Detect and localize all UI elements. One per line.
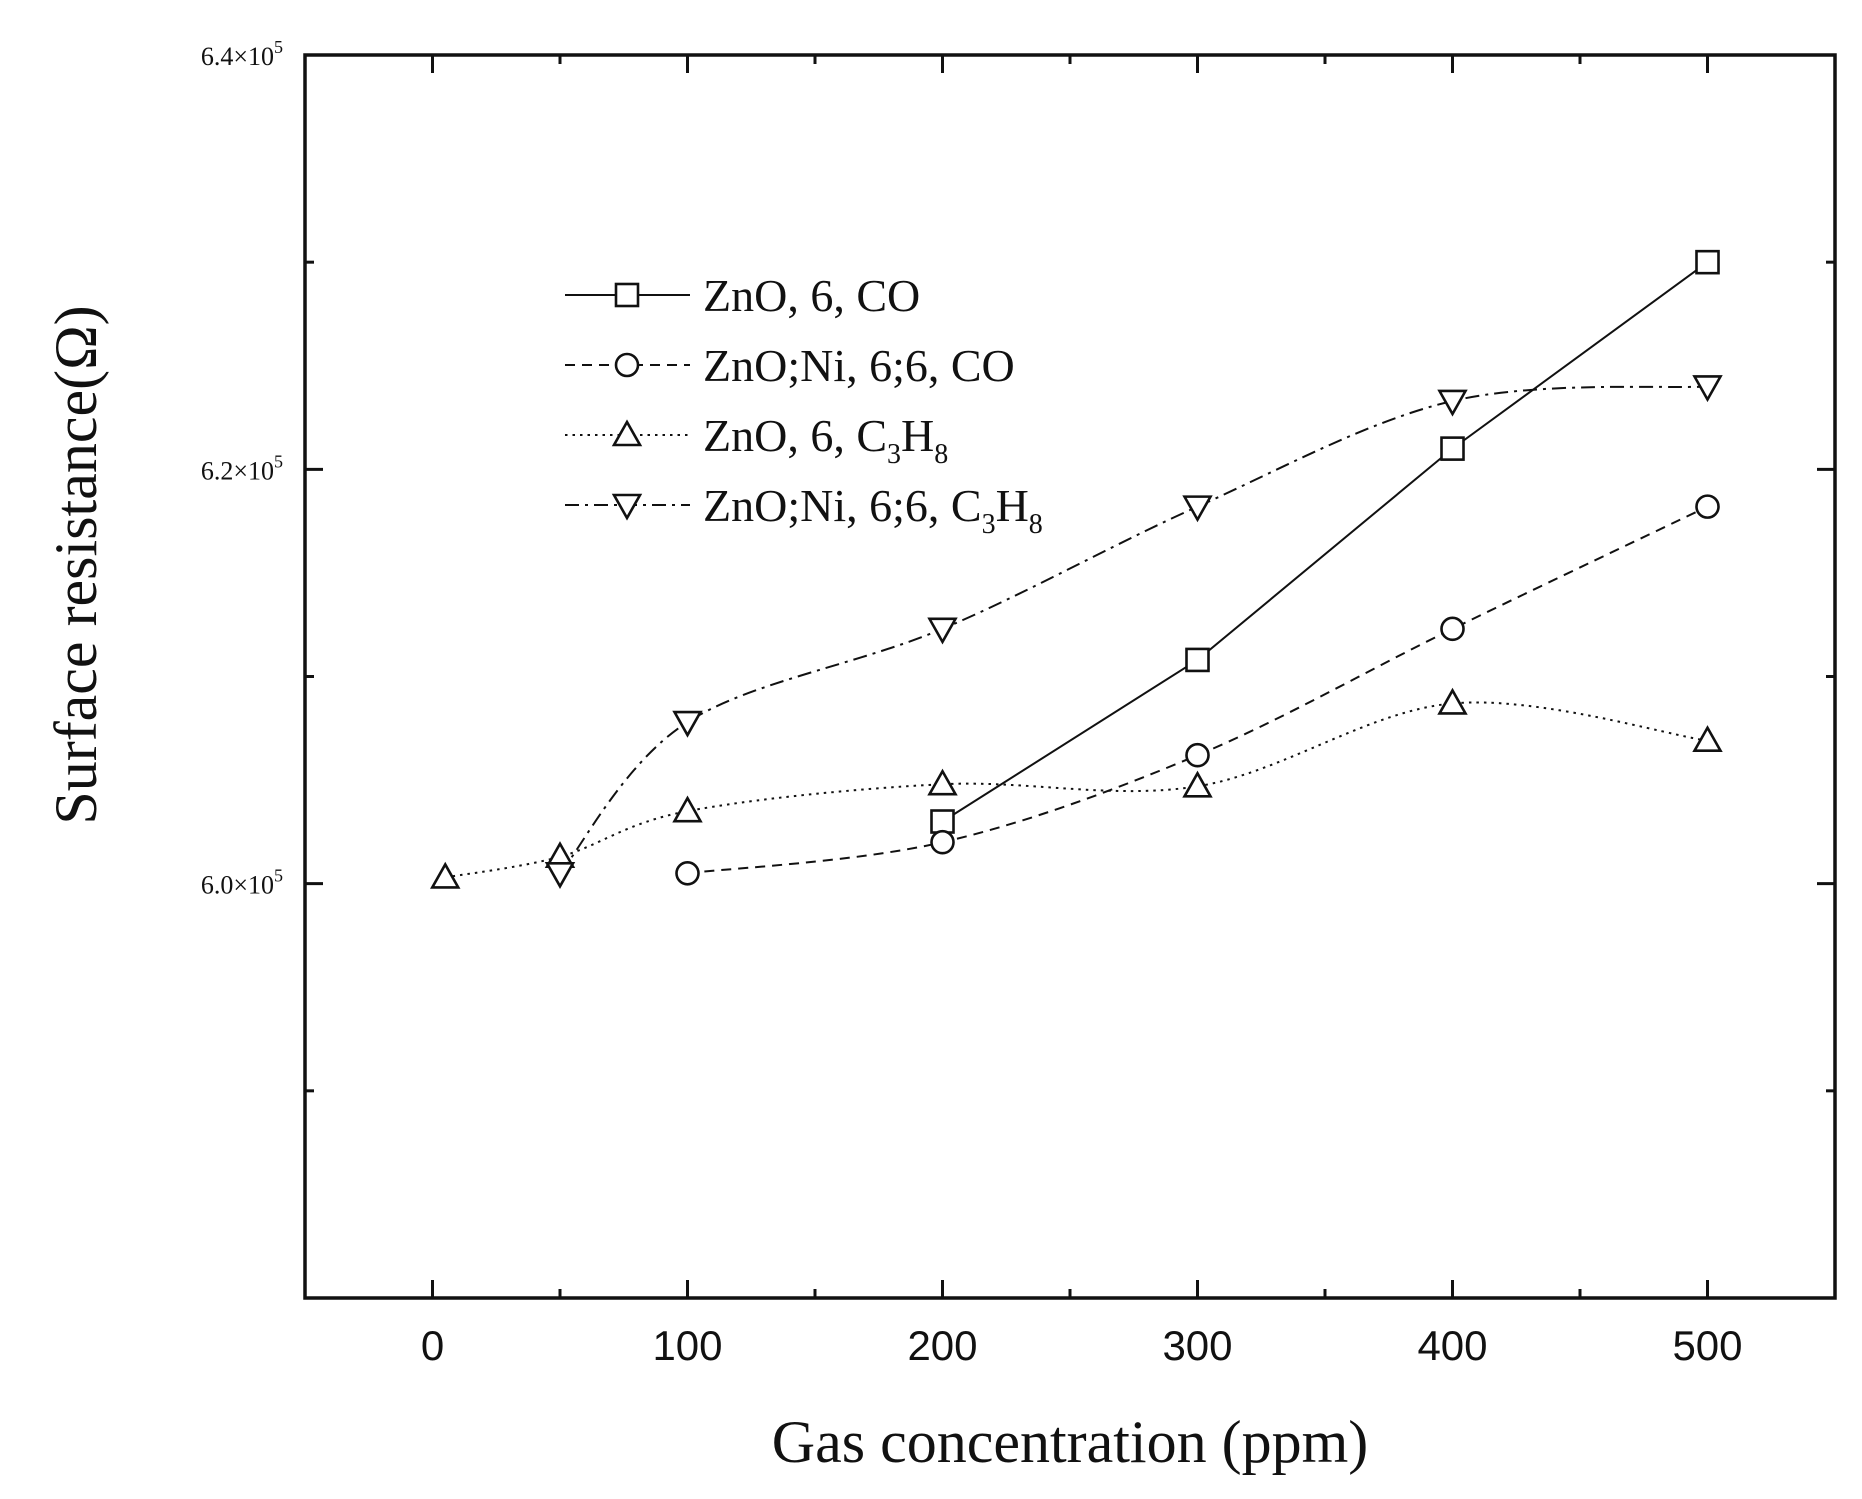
series-2 xyxy=(675,494,1720,886)
legend-entry: ZnO, 6, CO xyxy=(565,270,920,321)
data-point xyxy=(1692,375,1723,403)
legend-label: ZnO, 6, C3H8 xyxy=(703,410,948,470)
y-tick-label: 6.4×105 xyxy=(201,37,283,71)
legend: ZnO, 6, CO ZnO;Ni, 6;6, CO ZnO, 6, C3H8 ZnO… xyxy=(565,270,1043,540)
data-point xyxy=(1185,742,1210,768)
y-axis-ticks: 6.0×105 6.2×105 6.4×105 xyxy=(201,37,1835,1093)
series-line xyxy=(941,261,1709,823)
series-3 xyxy=(430,687,1723,889)
data-point xyxy=(1437,687,1468,715)
x-axis-ticks: 0 100 200 300 400 500 xyxy=(421,55,1743,1369)
data-point xyxy=(672,795,703,823)
x-tick-label: 400 xyxy=(1417,1322,1487,1369)
legend-entry: ZnO;Ni, 6;6, CO xyxy=(565,340,1015,391)
legend-label: ZnO, 6, CO xyxy=(703,270,920,321)
legend-label: ZnO;Ni, 6;6, CO xyxy=(703,340,1015,391)
data-point xyxy=(1440,616,1465,642)
data-point xyxy=(675,861,700,886)
plot-frame xyxy=(303,53,1837,1300)
data-point xyxy=(927,617,958,645)
data-point xyxy=(430,861,461,889)
data-point xyxy=(672,710,703,738)
data-point xyxy=(1182,770,1213,798)
data-point xyxy=(1695,494,1720,519)
data-point xyxy=(1185,647,1210,673)
data-point xyxy=(1437,389,1468,417)
x-tick-label: 200 xyxy=(907,1322,977,1369)
y-tick-label: 6.2×105 xyxy=(201,451,283,485)
data-point xyxy=(1182,495,1213,523)
data-point xyxy=(930,809,955,834)
data-point xyxy=(544,862,576,889)
data-point xyxy=(1440,436,1465,461)
series-line xyxy=(687,505,1708,875)
legend-label: ZnO;Ni, 6;6, C3H8 xyxy=(703,480,1043,540)
y-axis-title: Surface resistance(Ω) xyxy=(43,305,109,824)
series-1 xyxy=(930,249,1720,834)
series-4 xyxy=(544,375,1723,889)
data-point xyxy=(1692,725,1723,753)
series-line xyxy=(445,701,1708,879)
series-layer xyxy=(430,249,1723,889)
data-point xyxy=(927,768,958,796)
y-tick-label: 6.0×105 xyxy=(201,866,283,900)
legend-marker xyxy=(611,493,643,521)
legend-marker xyxy=(614,282,640,308)
legend-marker xyxy=(611,419,643,447)
series-line xyxy=(559,385,1708,874)
x-tick-label: 0 xyxy=(421,1322,444,1369)
x-tick-label: 100 xyxy=(652,1322,722,1369)
x-tick-label: 500 xyxy=(1672,1322,1742,1369)
data-point xyxy=(930,829,955,855)
legend-entry: ZnO, 6, C3H8 xyxy=(565,410,948,470)
x-axis-title: Gas concentration (ppm) xyxy=(772,1409,1368,1475)
x-tick-label: 300 xyxy=(1162,1322,1232,1369)
data-point xyxy=(1695,249,1720,275)
legend-entry: ZnO;Ni, 6;6, C3H8 xyxy=(565,480,1043,540)
legend-marker xyxy=(614,352,640,378)
